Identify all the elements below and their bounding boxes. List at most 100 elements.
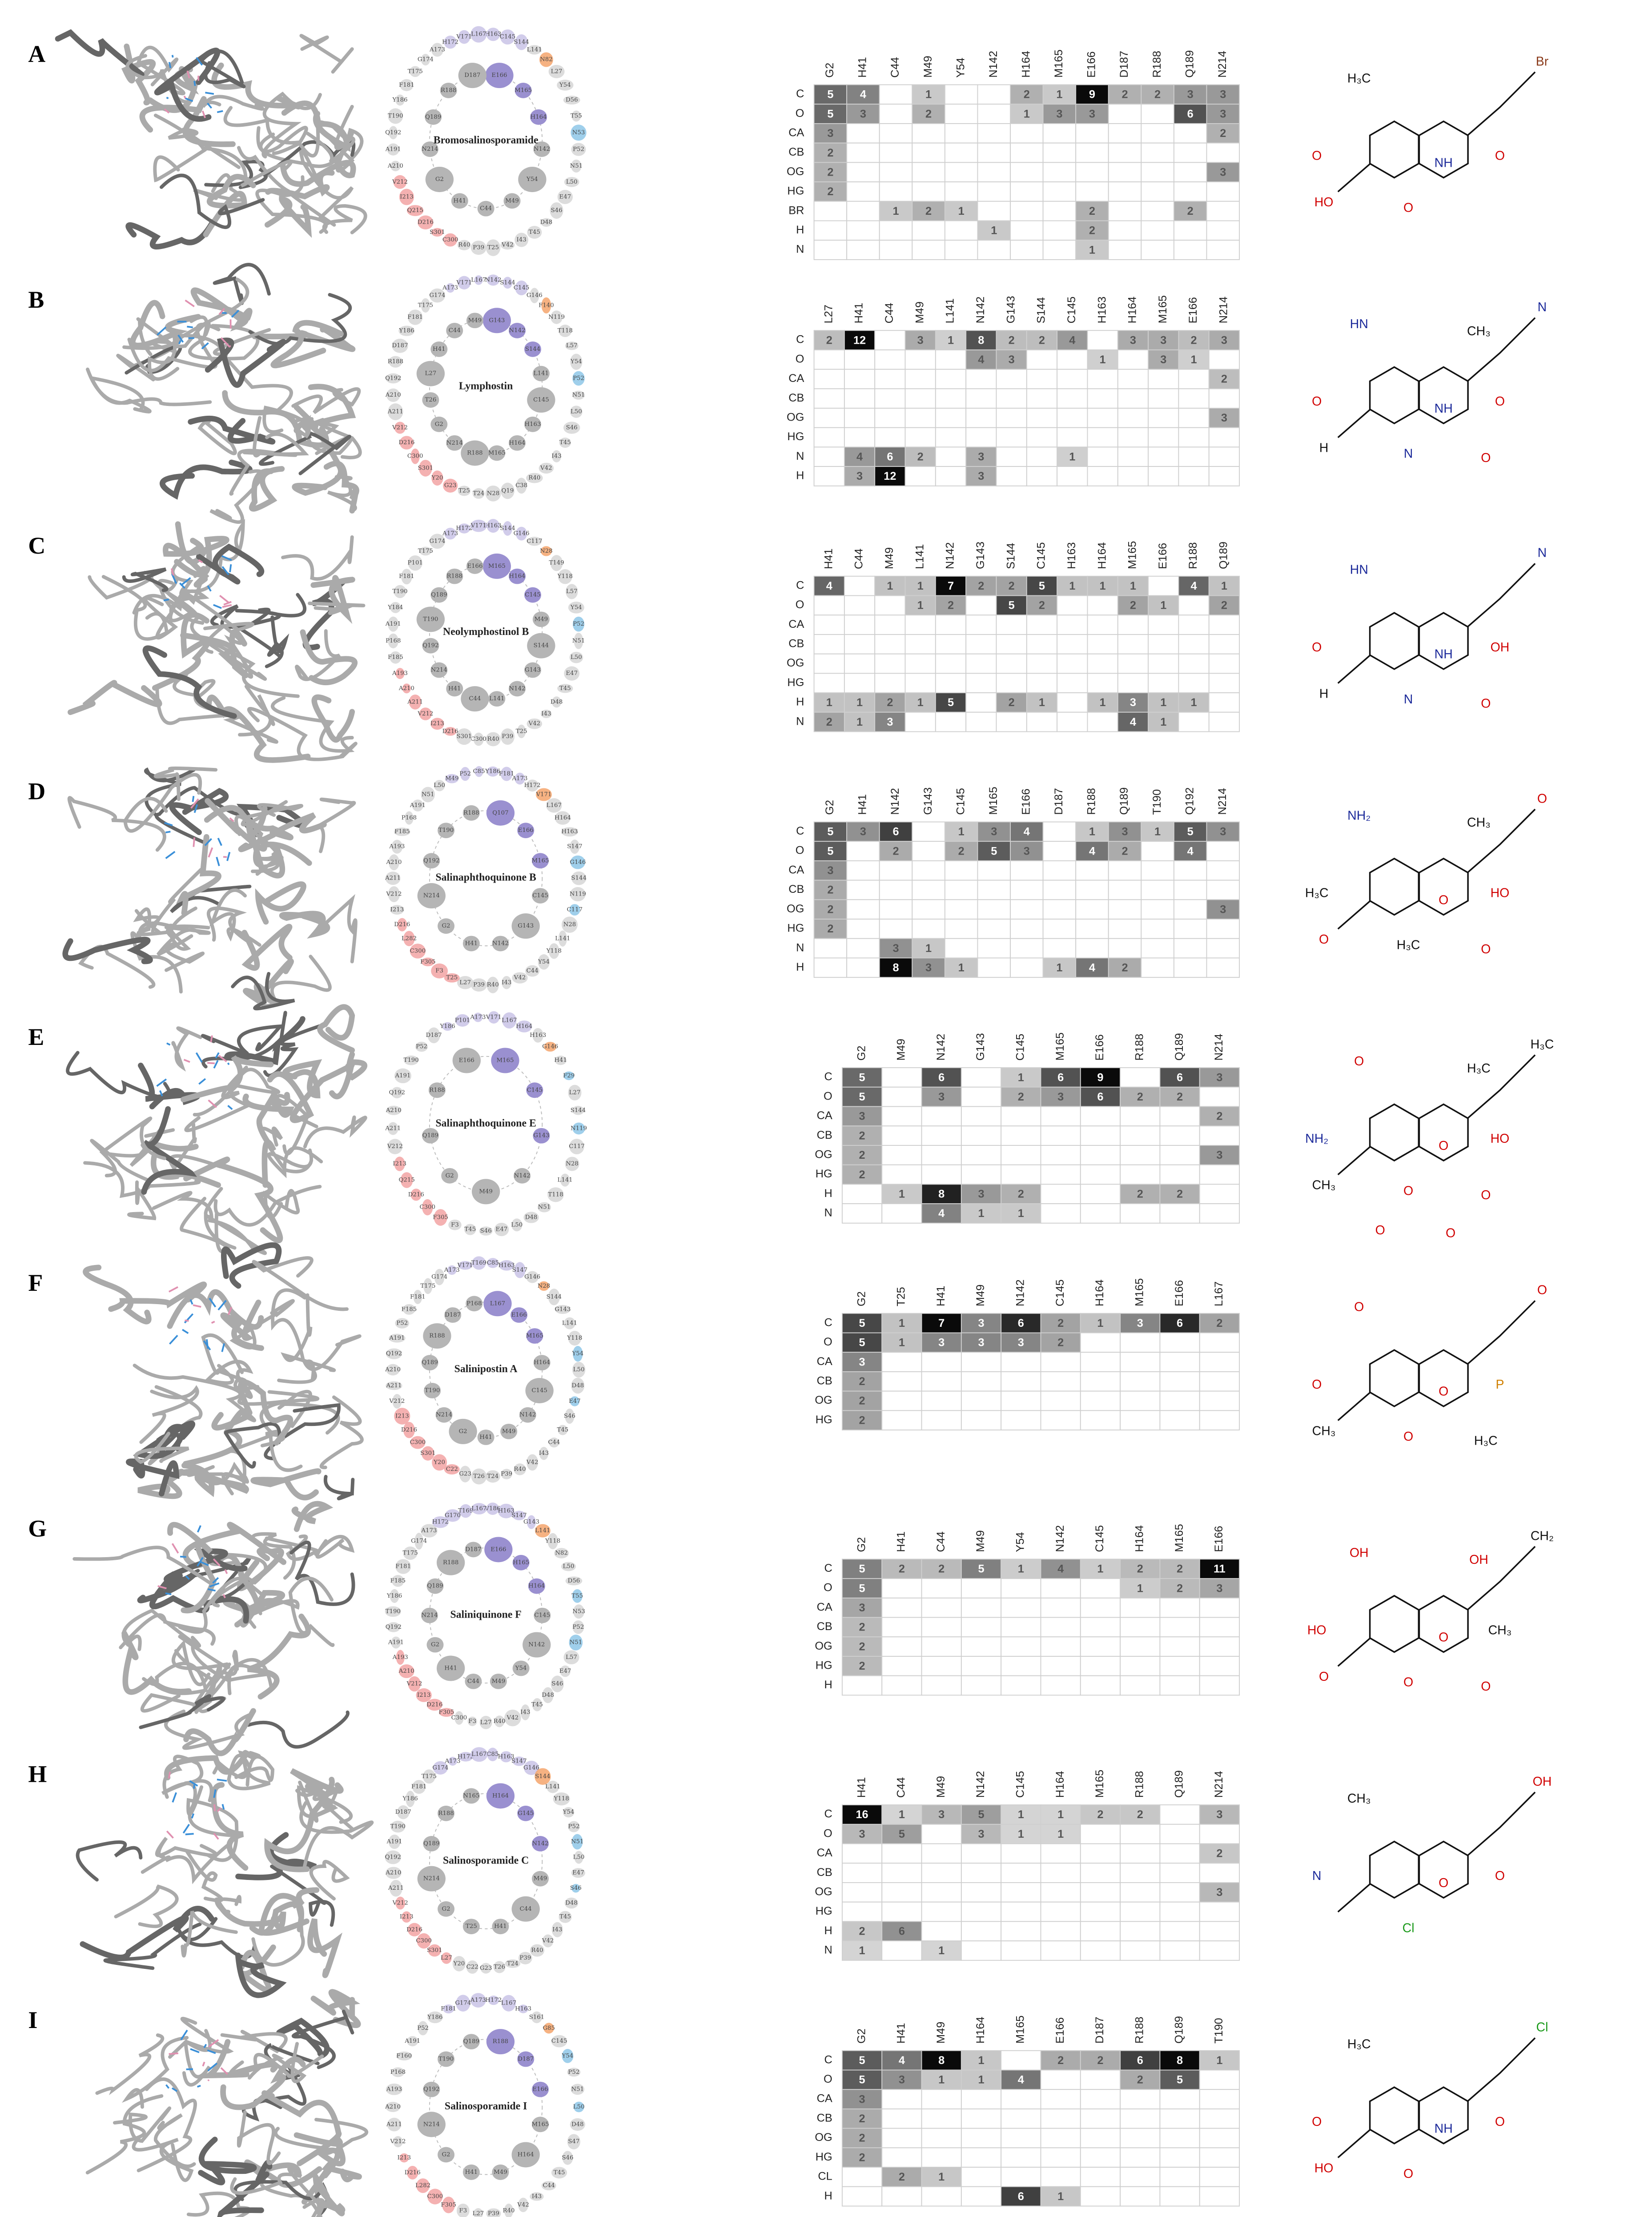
- heat-cell: [965, 408, 997, 428]
- residue-node: [425, 109, 442, 125]
- column-label: R188: [1133, 2016, 1146, 2044]
- heat-cell: [1178, 634, 1210, 655]
- cell-value: 5: [948, 696, 954, 709]
- heat-cell: [844, 595, 876, 616]
- cell-value: 2: [1137, 1091, 1143, 1103]
- ligand-stick: [163, 598, 169, 602]
- atom-label: OH: [1350, 1546, 1369, 1560]
- residue-label: T26: [425, 397, 436, 403]
- residue-label: C300: [416, 1938, 432, 1944]
- ribbon: [88, 375, 152, 414]
- cell-value: 2: [859, 1395, 865, 1407]
- residue-label: T24: [507, 1960, 519, 1967]
- residue-node: [400, 79, 414, 91]
- residue-node: [477, 201, 494, 217]
- heat-cell: [1001, 1675, 1041, 1696]
- ribbon: [264, 1403, 341, 1461]
- ribbon: [183, 1708, 256, 1756]
- residue-node: [486, 239, 501, 256]
- heat-cell: [874, 466, 906, 486]
- residue-label: M165: [488, 563, 506, 570]
- heat-cell: [1120, 1823, 1161, 1844]
- atom-label: H: [1319, 441, 1329, 455]
- residue-node: [410, 448, 420, 464]
- residue-node: [560, 1173, 570, 1187]
- heat-cell: [977, 123, 1011, 144]
- residue-node: [393, 175, 407, 189]
- column-label: M165: [1014, 2016, 1027, 2044]
- ribbon: [154, 48, 221, 122]
- ribbon: [206, 906, 251, 944]
- heat-cell: [1080, 1203, 1121, 1224]
- ligand-stick: [213, 1558, 221, 1566]
- heat-cell: [1206, 938, 1240, 959]
- heat-cell: [881, 1940, 922, 1961]
- heat-cell: [921, 1332, 962, 1353]
- heat-cell: [1141, 899, 1174, 920]
- column-label: E166: [1085, 52, 1098, 78]
- heat-cell: [841, 1332, 883, 1353]
- heat-cell: [944, 880, 978, 900]
- cell-value: 2: [917, 451, 924, 463]
- column-label: E166: [1093, 1034, 1106, 1060]
- residue-label: M165: [532, 857, 549, 864]
- residue-node: [570, 1396, 580, 1406]
- heat-cell: [1173, 880, 1207, 900]
- heat-cell: [1141, 123, 1174, 144]
- heat-cell: [1080, 1106, 1121, 1127]
- residue-node: [424, 1383, 441, 1398]
- heat-cell: [1001, 1940, 1041, 1961]
- atom-label: NH: [1435, 2122, 1453, 2136]
- residue-label: F29: [563, 1072, 575, 1079]
- residue-label: I43: [539, 1450, 549, 1457]
- residue-node: [419, 707, 432, 720]
- cell-value: 1: [938, 1944, 945, 1957]
- heat-cell: [1001, 1901, 1041, 1922]
- residue-label: H164: [509, 573, 526, 580]
- heat-cell: [1199, 1164, 1240, 1185]
- cell-value: 3: [827, 127, 833, 140]
- residue-label: H164: [516, 1023, 532, 1030]
- ribbon: [224, 1422, 281, 1469]
- residue-node: [403, 1055, 419, 1065]
- residue-node: [394, 827, 410, 836]
- ligand-stick: [183, 1059, 190, 1063]
- heat-cell: [1042, 123, 1077, 144]
- interaction-diagram: H163C145S144L141N82L27Y54D56T55N53P52N51…: [385, 26, 587, 256]
- residue-label: C85: [473, 768, 485, 775]
- heat-cell: [965, 692, 997, 713]
- heat-cell: [977, 860, 1011, 881]
- cell-value: 2: [938, 1563, 945, 1575]
- residue-label: D187: [426, 1032, 442, 1039]
- ribbon: [119, 1613, 216, 1650]
- heat-cell: [965, 673, 997, 694]
- column-label: N142: [987, 51, 1000, 78]
- residue-label: H163: [561, 828, 578, 835]
- ligand-stick: [185, 1575, 190, 1580]
- residue-node: [502, 976, 512, 989]
- heat-cell: [881, 1597, 922, 1618]
- heat-cell: [1075, 919, 1109, 939]
- residue-label: C44: [467, 1678, 479, 1685]
- cell-value: 2: [925, 108, 932, 120]
- bond: [1467, 1300, 1536, 1365]
- ribbon: [247, 1613, 311, 1700]
- row-label: CA: [817, 1847, 832, 1859]
- residue-node: [509, 568, 526, 584]
- heat-cell: [1080, 1656, 1121, 1676]
- residue-node: [514, 772, 525, 785]
- residue-label: D216: [442, 728, 458, 735]
- column-label: C44: [853, 549, 865, 569]
- heat-cell: [841, 2186, 883, 2207]
- column-label: E166: [1020, 789, 1032, 815]
- cell-value: 1: [1216, 2054, 1222, 2067]
- atom-label: CH₃: [1488, 1623, 1512, 1638]
- residue-node: [435, 1407, 453, 1423]
- heat-cell: [1057, 446, 1088, 467]
- heat-cell: [1080, 1597, 1121, 1618]
- residue-label: L50: [571, 654, 582, 661]
- cell-value: 2: [827, 923, 833, 935]
- residue-label: Q189: [427, 1583, 443, 1590]
- heat-cell: [1199, 1067, 1240, 1088]
